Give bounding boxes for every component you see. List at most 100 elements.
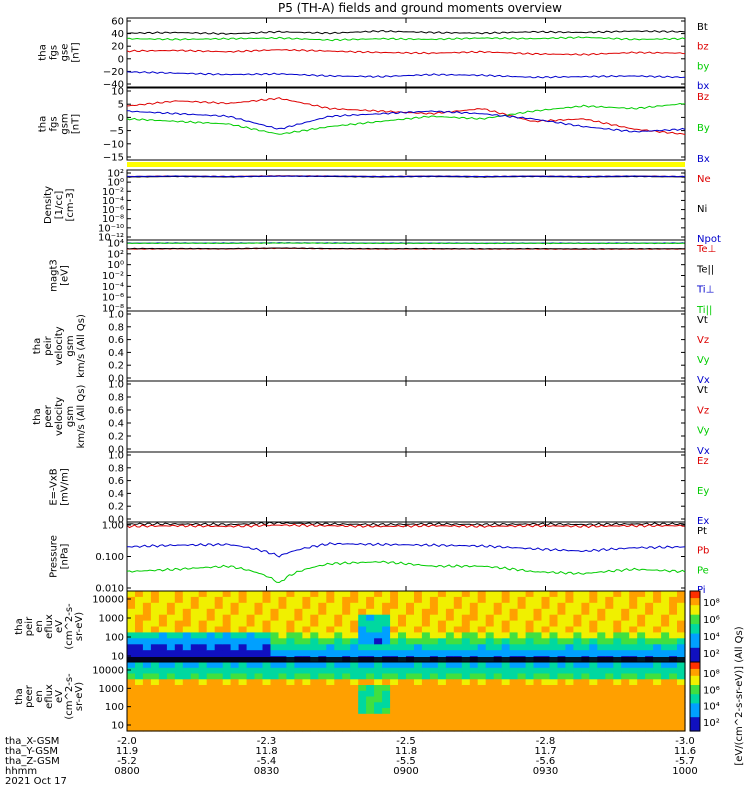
heat-cell: [461, 673, 471, 680]
ylabel-line: tha: [32, 408, 43, 424]
heat-cell: [453, 591, 463, 598]
colorbar-cell: [690, 650, 700, 654]
heat-cell: [541, 614, 551, 622]
heat-cell: [549, 632, 559, 639]
heat-cell: [310, 685, 319, 692]
heat-cell: [246, 620, 256, 628]
heat-cell: [461, 667, 471, 675]
ephemeris-value: -5.6: [536, 756, 556, 767]
heat-cell: [158, 725, 168, 732]
heat-cell: [565, 662, 574, 669]
ephemeris-value: -2.5: [396, 736, 416, 747]
heat-cell: [477, 650, 487, 657]
heat-cell: [477, 690, 487, 698]
heat-cell: [214, 662, 224, 669]
heat-cell: [565, 690, 574, 698]
legend-Ez: Ez: [697, 456, 709, 467]
heat-cell: [637, 713, 646, 721]
heat-cell: [222, 713, 232, 721]
heat-cell: [390, 614, 399, 622]
heat-cell: [597, 690, 606, 698]
heat-cell: [174, 632, 184, 639]
heat-cell: [573, 713, 582, 721]
heat-cell: [437, 638, 447, 645]
colorbar-cell: [690, 673, 700, 677]
heat-cell: [501, 708, 511, 715]
heat-cell: [629, 650, 638, 657]
heat-cell: [517, 690, 527, 698]
heat-cell: [286, 614, 295, 622]
heat-cell: [174, 608, 184, 616]
heat-cell: [557, 608, 567, 616]
heat-cell: [326, 673, 335, 680]
colorbar-tick: 10⁶: [703, 685, 720, 696]
heat-cell: [581, 708, 590, 715]
heat-cell: [485, 620, 495, 628]
heat-cell: [334, 614, 343, 622]
heat-cell: [549, 602, 559, 610]
heat-cell: [214, 626, 224, 633]
heat-cell: [158, 708, 168, 715]
colorbar-frame: [689, 661, 701, 732]
heat-cell: [429, 725, 439, 732]
heat-cell: [581, 725, 590, 732]
heat-cell: [206, 614, 216, 622]
heat-cell: [533, 632, 543, 639]
heat-cell: [653, 644, 662, 651]
heat-cell: [198, 650, 208, 657]
heat-cell: [198, 662, 208, 669]
legend-Pb: Pb: [697, 546, 709, 557]
heat-cell: [270, 596, 280, 604]
heat-cell: [182, 708, 192, 715]
heat-cell: [493, 708, 503, 715]
ephemeris-value: -2.3: [257, 736, 277, 747]
heat-cell: [150, 713, 160, 721]
heat-cell: [661, 667, 670, 675]
colorbar-cell: [690, 591, 700, 594]
heat-cell: [374, 719, 383, 726]
heat-cell: [246, 626, 256, 633]
heat-cell: [621, 632, 630, 639]
heat-cell: [238, 596, 248, 604]
heat-cell: [166, 696, 176, 703]
heat-cell: [222, 673, 232, 680]
heat-cell: [142, 632, 152, 639]
heat-cell: [573, 690, 582, 698]
heat-cell: [318, 632, 327, 639]
heat-cell: [294, 662, 303, 669]
heat-cell: [517, 702, 527, 709]
heat-cell: [262, 725, 272, 732]
heat-cell: [135, 702, 144, 709]
heat-cell: [437, 690, 447, 698]
heat-cell: [310, 667, 319, 675]
heat-cell: [398, 632, 407, 639]
heat-cell: [501, 685, 511, 692]
heat-cell: [278, 673, 288, 680]
colorbar-cell: [690, 726, 700, 730]
heat-cell: [230, 632, 240, 639]
heat-cell: [150, 596, 160, 604]
heat-cell: [174, 667, 184, 675]
heat-cell: [158, 614, 168, 622]
heat-cell: [493, 591, 503, 598]
heat-cell: [453, 644, 463, 651]
heat-cell: [533, 685, 543, 692]
heat-cell: [390, 650, 399, 657]
panel-frame: [126, 661, 686, 732]
heat-cell: [677, 673, 686, 680]
heat-cell: [509, 638, 519, 645]
ytick-label: 10⁻⁴: [102, 282, 124, 293]
heat-cell: [135, 602, 144, 610]
ylabel-line: gsm: [60, 113, 71, 134]
heat-cell: [286, 662, 295, 669]
heat-cell: [645, 690, 654, 698]
heat-cell: [414, 725, 423, 732]
heat-cell: [653, 650, 662, 657]
heat-cell: [358, 679, 367, 686]
heat-cell: [302, 702, 311, 709]
ylabel-line: velocity: [54, 326, 65, 365]
heat-cell: [382, 690, 391, 698]
heat-cell: [589, 708, 598, 715]
colorbar-cell: [690, 645, 700, 649]
heat-cell: [358, 620, 367, 628]
